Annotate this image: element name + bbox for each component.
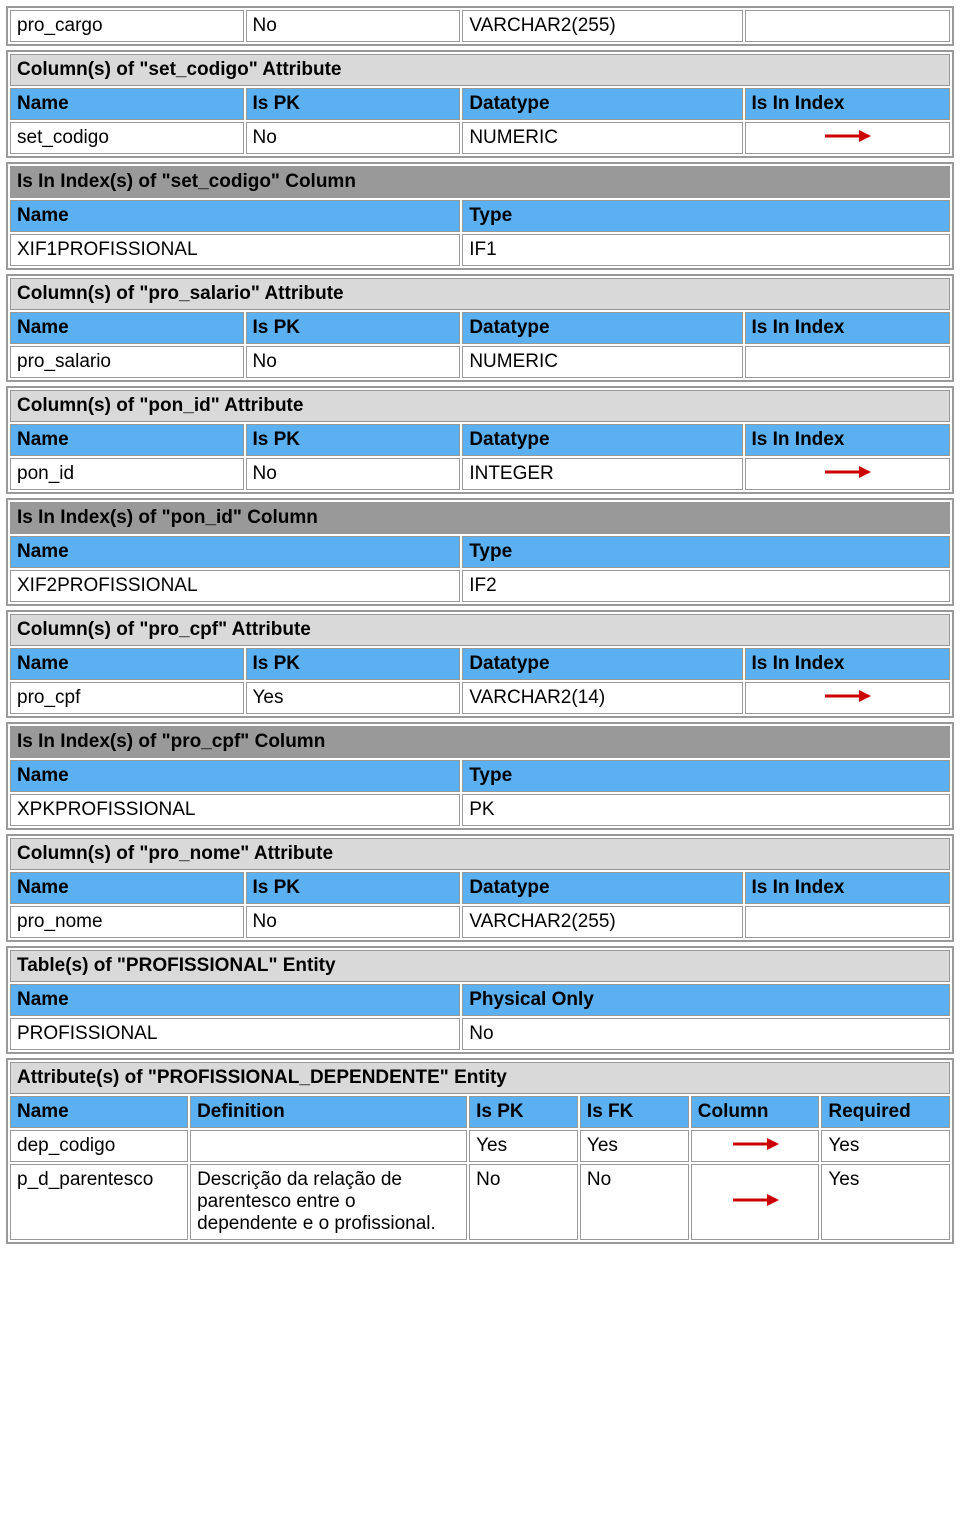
cell-datatype: INTEGER: [462, 458, 742, 490]
col-name: Name: [10, 536, 460, 568]
col-name: Name: [10, 424, 244, 456]
cell-name: p_d_parentesco: [10, 1164, 188, 1240]
cell-datatype: NUMERIC: [462, 122, 742, 154]
col-def: Definition: [190, 1096, 467, 1128]
cell-def: [190, 1130, 467, 1162]
cell-isin: [745, 10, 951, 42]
cell-name: XIF1PROFISSIONAL: [10, 234, 460, 266]
cell-datatype: VARCHAR2(255): [462, 10, 742, 42]
col-name: Name: [10, 984, 460, 1016]
section-title: Table(s) of "PROFISSIONAL" Entity: [10, 950, 950, 982]
col-isfk: Is FK: [580, 1096, 689, 1128]
table-row-pro-cargo: pro_cargo No VARCHAR2(255): [6, 6, 954, 46]
col-column: Column: [691, 1096, 820, 1128]
section-title: Column(s) of "pro_salario" Attribute: [10, 278, 950, 310]
cell-ispk: No: [246, 122, 461, 154]
col-isin: Is In Index: [745, 424, 951, 456]
cell-isfk: No: [580, 1164, 689, 1240]
section-attrs-dependente: Attribute(s) of "PROFISSIONAL_DEPENDENTE…: [6, 1058, 954, 1244]
col-name: Name: [10, 648, 244, 680]
cell-type: PK: [462, 794, 950, 826]
col-ispk: Is PK: [246, 424, 461, 456]
section-title: Column(s) of "pro_cpf" Attribute: [10, 614, 950, 646]
col-name: Name: [10, 1096, 188, 1128]
cell-name: pon_id: [10, 458, 244, 490]
arrow-icon: [691, 1164, 820, 1240]
cell-datatype: VARCHAR2(14): [462, 682, 742, 714]
col-ispk: Is PK: [246, 312, 461, 344]
cell-isin: [745, 346, 951, 378]
cell-def: Descrição da relação de parentesco entre…: [190, 1164, 467, 1240]
section-pro-salario-cols: Column(s) of "pro_salario" Attribute Nam…: [6, 274, 954, 382]
section-title: Column(s) of "pon_id" Attribute: [10, 390, 950, 422]
cell-name: set_codigo: [10, 122, 244, 154]
cell-name: pro_cargo: [10, 10, 244, 42]
section-title: Is In Index(s) of "set_codigo" Column: [10, 166, 950, 198]
col-name: Name: [10, 760, 460, 792]
section-title: Column(s) of "set_codigo" Attribute: [10, 54, 950, 86]
cell-ispk: No: [246, 458, 461, 490]
col-type: Type: [462, 200, 950, 232]
cell-datatype: NUMERIC: [462, 346, 742, 378]
cell-ispk: No: [246, 906, 461, 938]
section-title: Column(s) of "pro_nome" Attribute: [10, 838, 950, 870]
col-datatype: Datatype: [462, 424, 742, 456]
section-pro-nome-cols: Column(s) of "pro_nome" Attribute Name I…: [6, 834, 954, 942]
arrow-icon: [745, 682, 951, 714]
arrow-icon: [745, 122, 951, 154]
cell-ispk: No: [469, 1164, 578, 1240]
col-ispk: Is PK: [246, 88, 461, 120]
col-ispk: Is PK: [246, 872, 461, 904]
cell-type: IF1: [462, 234, 950, 266]
col-ispk: Is PK: [469, 1096, 578, 1128]
col-isin: Is In Index: [745, 648, 951, 680]
cell-ispk: No: [246, 10, 461, 42]
cell-isfk: Yes: [580, 1130, 689, 1162]
arrow-icon: [745, 458, 951, 490]
cell-name: pro_nome: [10, 906, 244, 938]
cell-req: Yes: [821, 1130, 950, 1162]
section-title: Is In Index(s) of "pon_id" Column: [10, 502, 950, 534]
col-isin: Is In Index: [745, 872, 951, 904]
section-pon-id-cols: Column(s) of "pon_id" Attribute Name Is …: [6, 386, 954, 494]
col-type: Type: [462, 760, 950, 792]
section-title: Is In Index(s) of "pro_cpf" Column: [10, 726, 950, 758]
col-isin: Is In Index: [745, 312, 951, 344]
col-datatype: Datatype: [462, 648, 742, 680]
cell-name: XIF2PROFISSIONAL: [10, 570, 460, 602]
arrow-icon: [691, 1130, 820, 1162]
section-pro-cpf-idx: Is In Index(s) of "pro_cpf" Column Name …: [6, 722, 954, 830]
col-phys: Physical Only: [462, 984, 950, 1016]
section-set-codigo-idx: Is In Index(s) of "set_codigo" Column Na…: [6, 162, 954, 270]
col-isin: Is In Index: [745, 88, 951, 120]
cell-name: pro_cpf: [10, 682, 244, 714]
col-name: Name: [10, 312, 244, 344]
cell-datatype: VARCHAR2(255): [462, 906, 742, 938]
col-datatype: Datatype: [462, 88, 742, 120]
col-datatype: Datatype: [462, 312, 742, 344]
cell-ispk: Yes: [469, 1130, 578, 1162]
cell-name: PROFISSIONAL: [10, 1018, 460, 1050]
col-name: Name: [10, 200, 460, 232]
cell-name: XPKPROFISSIONAL: [10, 794, 460, 826]
section-pro-cpf-cols: Column(s) of "pro_cpf" Attribute Name Is…: [6, 610, 954, 718]
cell-ispk: No: [246, 346, 461, 378]
cell-type: IF2: [462, 570, 950, 602]
section-tables-profissional: Table(s) of "PROFISSIONAL" Entity Name P…: [6, 946, 954, 1054]
section-pon-id-idx: Is In Index(s) of "pon_id" Column Name T…: [6, 498, 954, 606]
cell-isin: [745, 906, 951, 938]
col-datatype: Datatype: [462, 872, 742, 904]
col-name: Name: [10, 88, 244, 120]
col-name: Name: [10, 872, 244, 904]
col-req: Required: [821, 1096, 950, 1128]
cell-req: Yes: [821, 1164, 950, 1240]
cell-name: pro_salario: [10, 346, 244, 378]
section-title: Attribute(s) of "PROFISSIONAL_DEPENDENTE…: [10, 1062, 950, 1094]
cell-ispk: Yes: [246, 682, 461, 714]
col-type: Type: [462, 536, 950, 568]
cell-phys: No: [462, 1018, 950, 1050]
section-set-codigo-cols: Column(s) of "set_codigo" Attribute Name…: [6, 50, 954, 158]
cell-name: dep_codigo: [10, 1130, 188, 1162]
col-ispk: Is PK: [246, 648, 461, 680]
